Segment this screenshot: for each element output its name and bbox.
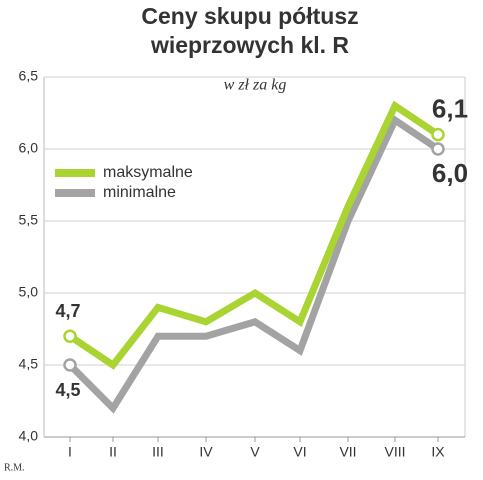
- x-tick-label: VII: [339, 444, 356, 460]
- x-tick-label: VI: [293, 444, 306, 460]
- data-label: 4,5: [55, 380, 80, 400]
- y-tick-label: 6,0: [19, 140, 39, 156]
- point-marker: [63, 329, 77, 343]
- chart-title: Ceny skupu półtusz: [141, 3, 358, 29]
- y-tick-label: 5,0: [19, 284, 39, 300]
- point-marker: [431, 127, 445, 142]
- x-tick-label: III: [152, 444, 164, 460]
- chart-title: wieprzowych kl. R: [150, 32, 349, 58]
- x-tick-label: VIII: [384, 444, 405, 460]
- x-tick-label: IX: [431, 444, 445, 460]
- y-tick-label: 6,5: [19, 68, 39, 84]
- x-tick-label: V: [250, 444, 260, 460]
- chart-subtitle: w zł za kg: [224, 77, 287, 94]
- legend-label: minimalne: [103, 184, 176, 201]
- credit: R.M.: [4, 462, 25, 473]
- series-line: [68, 100, 440, 370]
- data-label: 4,7: [55, 301, 80, 321]
- point-marker: [63, 358, 77, 372]
- y-tick-label: 4,0: [19, 428, 39, 444]
- y-tick-label: 4,5: [19, 356, 39, 372]
- point-marker: [431, 142, 445, 156]
- data-label: 6,1: [432, 93, 468, 123]
- x-tick-label: II: [109, 444, 117, 460]
- legend-label: maksymalne: [103, 164, 193, 181]
- y-tick-label: 5,5: [19, 212, 39, 228]
- data-label: 6,0: [432, 158, 468, 188]
- x-tick-label: I: [68, 444, 72, 460]
- series-line: [67, 115, 440, 414]
- x-tick-label: IV: [199, 444, 213, 460]
